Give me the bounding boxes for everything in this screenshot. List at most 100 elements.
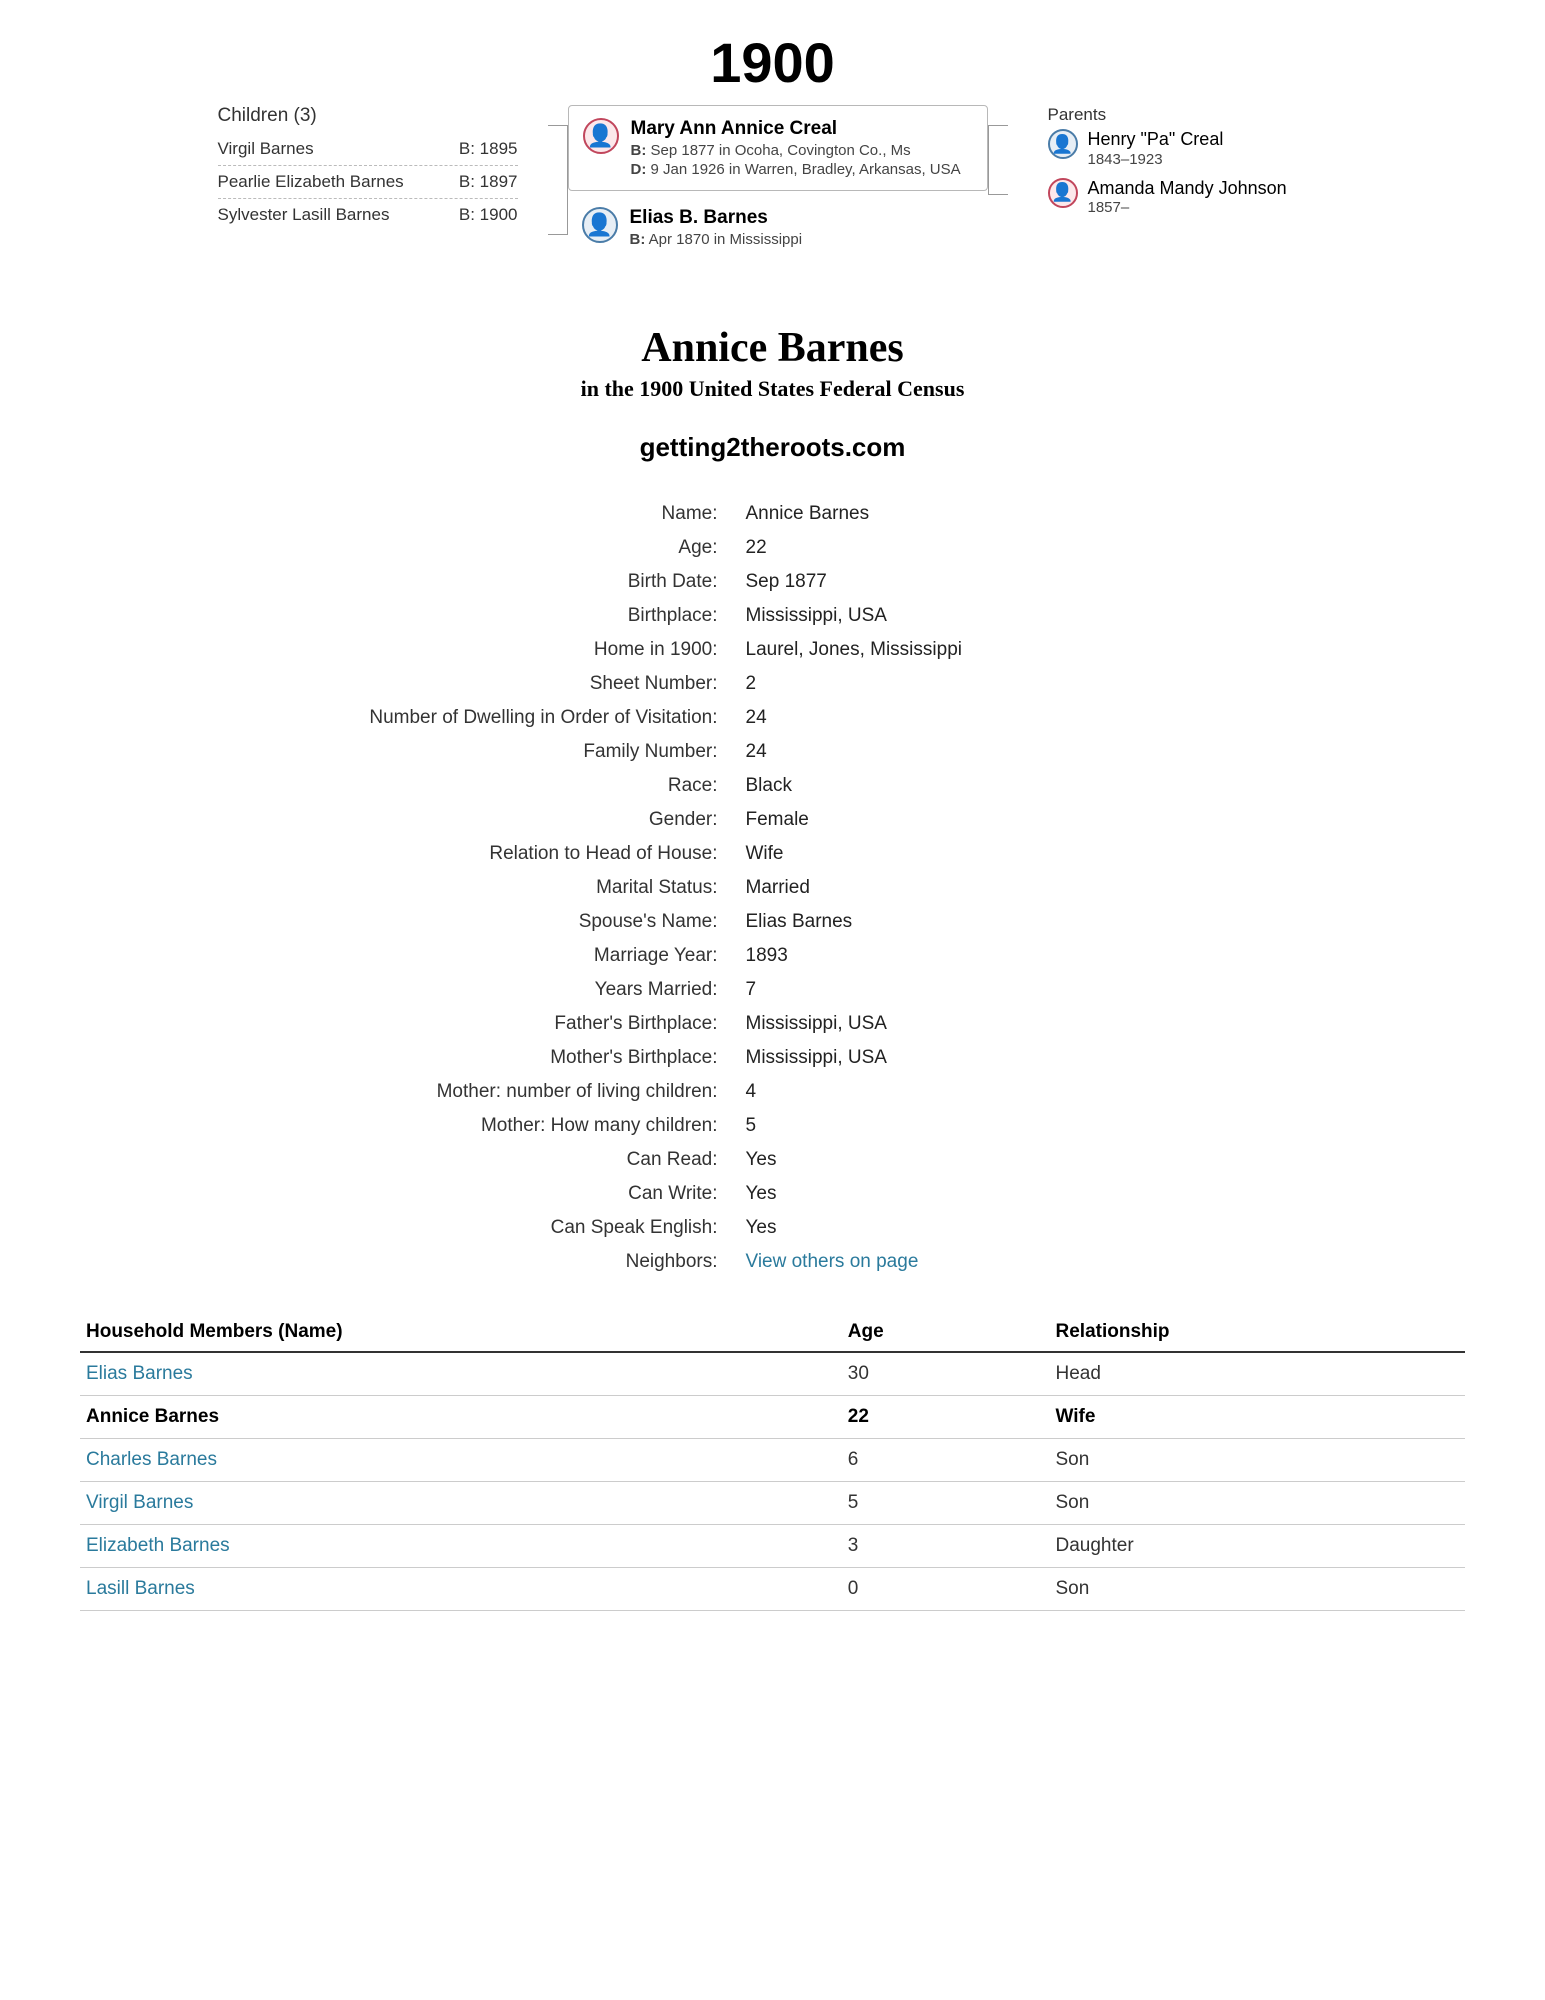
- detail-label: Gender:: [273, 809, 718, 831]
- detail-value: Mississippi, USA: [746, 1013, 1273, 1035]
- avatar-icon: 👤: [583, 118, 619, 154]
- child-row[interactable]: Virgil Barnes B: 1895: [218, 133, 518, 166]
- hh-rel: Son: [1050, 1568, 1466, 1611]
- parent-row[interactable]: 👤Henry "Pa" Creal1843–1923: [1048, 129, 1328, 168]
- hh-name[interactable]: Elias Barnes: [80, 1352, 842, 1396]
- avatar-icon: 👤: [582, 207, 618, 243]
- child-row[interactable]: Sylvester Lasill BarnesB: 1900: [218, 199, 518, 231]
- hh-age: 3: [842, 1525, 1050, 1568]
- record-subtitle: in the 1900 United States Federal Census: [80, 376, 1465, 402]
- child-name: Virgil Barnes: [218, 139, 314, 159]
- children-header: Children (3): [218, 105, 518, 127]
- child-row[interactable]: Pearlie Elizabeth Barnes B: 1897: [218, 166, 518, 199]
- hh-age: 0: [842, 1568, 1050, 1611]
- detail-value: 1893: [746, 945, 1273, 967]
- detail-value: Mississippi, USA: [746, 605, 1273, 627]
- child-name: Sylvester Lasill Barnes: [218, 205, 390, 225]
- detail-link[interactable]: View others on page: [746, 1251, 1273, 1273]
- year-header: 1900: [80, 30, 1465, 95]
- hh-rel: Son: [1050, 1439, 1466, 1482]
- table-row: Elizabeth Barnes3Daughter: [80, 1525, 1465, 1568]
- parent-row[interactable]: 👤Amanda Mandy Johnson1857–: [1048, 178, 1328, 217]
- avatar-icon: 👤: [1048, 129, 1078, 159]
- hh-age: 6: [842, 1439, 1050, 1482]
- detail-label: Number of Dwelling in Order of Visitatio…: [273, 707, 718, 729]
- table-row: Annice Barnes22Wife: [80, 1396, 1465, 1439]
- detail-value: Sep 1877: [746, 571, 1273, 593]
- detail-label: Relation to Head of House:: [273, 843, 718, 865]
- detail-label: Race:: [273, 775, 718, 797]
- detail-label: Mother: number of living children:: [273, 1081, 718, 1103]
- detail-value: 24: [746, 741, 1273, 763]
- primary-person-card[interactable]: 👤 Mary Ann Annice Creal B: Sep 1877 in O…: [568, 105, 988, 191]
- detail-value: Wife: [746, 843, 1273, 865]
- spouse-person-card[interactable]: 👤 Elias B. Barnes B: Apr 1870 in Mississ…: [568, 203, 988, 252]
- parents-column: Parents 👤Henry "Pa" Creal1843–1923👤Amand…: [1048, 105, 1328, 226]
- spouse-birth: B: Apr 1870 in Mississippi: [630, 231, 803, 248]
- children-column: Children (3) Virgil Barnes B: 1895 Pearlie…: [218, 105, 518, 231]
- detail-label: Can Speak English:: [273, 1217, 718, 1239]
- primary-death: D: 9 Jan 1926 in Warren, Bradley, Arkans…: [631, 161, 961, 178]
- detail-label: Birthplace:: [273, 605, 718, 627]
- primary-name: Mary Ann Annice Creal: [631, 118, 961, 140]
- detail-label: Mother's Birthplace:: [273, 1047, 718, 1069]
- household-table: Household Members (Name) Age Relationshi…: [80, 1313, 1465, 1611]
- child-name: Pearlie Elizabeth Barnes: [218, 172, 404, 192]
- detail-value: Mississippi, USA: [746, 1047, 1273, 1069]
- site-url: getting2theroots.com: [80, 432, 1465, 463]
- hh-col-rel: Relationship: [1050, 1313, 1466, 1352]
- record-details: Name:Annice BarnesAge:22Birth Date:Sep 1…: [273, 503, 1273, 1273]
- detail-label: Mother: How many children:: [273, 1115, 718, 1137]
- detail-value: Elias Barnes: [746, 911, 1273, 933]
- hh-name[interactable]: Lasill Barnes: [80, 1568, 842, 1611]
- parent-name: Henry "Pa" Creal: [1088, 129, 1224, 151]
- detail-value: 2: [746, 673, 1273, 695]
- detail-value: Black: [746, 775, 1273, 797]
- detail-value: Laurel, Jones, Mississippi: [746, 639, 1273, 661]
- detail-label: Father's Birthplace:: [273, 1013, 718, 1035]
- detail-value: Yes: [746, 1149, 1273, 1171]
- detail-label: Neighbors:: [273, 1251, 718, 1273]
- hh-age: 22: [842, 1396, 1050, 1439]
- parents-header: Parents: [1048, 105, 1328, 125]
- hh-name[interactable]: Charles Barnes: [80, 1439, 842, 1482]
- focus-column: 👤 Mary Ann Annice Creal B: Sep 1877 in O…: [568, 105, 988, 264]
- detail-label: Spouse's Name:: [273, 911, 718, 933]
- detail-label: Name:: [273, 503, 718, 525]
- avatar-icon: 👤: [1048, 178, 1078, 208]
- hh-rel: Head: [1050, 1352, 1466, 1396]
- detail-label: Birth Date:: [273, 571, 718, 593]
- detail-value: Female: [746, 809, 1273, 831]
- hh-rel: Wife: [1050, 1396, 1466, 1439]
- detail-label: Can Read:: [273, 1149, 718, 1171]
- detail-value: 7: [746, 979, 1273, 1001]
- detail-label: Marriage Year:: [273, 945, 718, 967]
- detail-value: Married: [746, 877, 1273, 899]
- detail-value: Yes: [746, 1217, 1273, 1239]
- detail-value: 22: [746, 537, 1273, 559]
- connector-right: [988, 125, 1008, 195]
- hh-name[interactable]: Elizabeth Barnes: [80, 1525, 842, 1568]
- parent-dates: 1857–: [1088, 199, 1287, 216]
- detail-label: Marital Status:: [273, 877, 718, 899]
- detail-value: 24: [746, 707, 1273, 729]
- table-row: Virgil Barnes5Son: [80, 1482, 1465, 1525]
- child-birth: B: 1895: [459, 139, 518, 159]
- hh-name[interactable]: Virgil Barnes: [80, 1482, 842, 1525]
- hh-rel: Daughter: [1050, 1525, 1466, 1568]
- hh-age: 30: [842, 1352, 1050, 1396]
- family-tree: Children (3) Virgil Barnes B: 1895 Pearlie…: [80, 105, 1465, 264]
- connector-left: [548, 125, 568, 235]
- spouse-name: Elias B. Barnes: [630, 207, 803, 229]
- detail-label: Can Write:: [273, 1183, 718, 1205]
- detail-label: Sheet Number:: [273, 673, 718, 695]
- hh-col-age: Age: [842, 1313, 1050, 1352]
- hh-col-name: Household Members (Name): [80, 1313, 842, 1352]
- hh-name: Annice Barnes: [80, 1396, 842, 1439]
- detail-value: Annice Barnes: [746, 503, 1273, 525]
- record-title: Annice Barnes: [80, 324, 1465, 372]
- table-row: Charles Barnes6Son: [80, 1439, 1465, 1482]
- child-birth: B: 1897: [459, 172, 518, 192]
- hh-rel: Son: [1050, 1482, 1466, 1525]
- primary-birth: B: Sep 1877 in Ocoha, Covington Co., Ms: [631, 142, 961, 159]
